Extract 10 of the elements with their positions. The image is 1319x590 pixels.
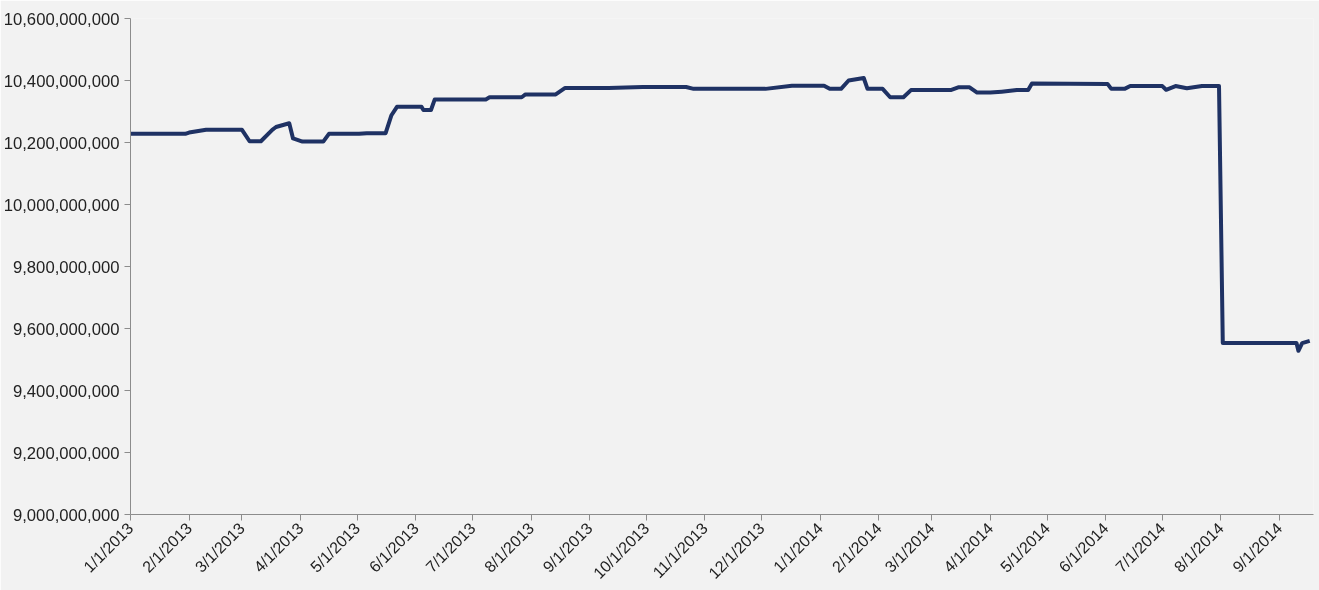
y-tick-label: 10,600,000,000 (3, 9, 120, 29)
y-tick-label: 9,200,000,000 (12, 443, 120, 463)
y-tick-label: 9,800,000,000 (12, 257, 120, 277)
y-tick-label: 10,400,000,000 (3, 71, 120, 91)
y-tick-label: 9,600,000,000 (12, 319, 120, 339)
y-tick-label: 9,000,000,000 (12, 505, 120, 525)
line-series (130, 76, 1312, 353)
y-tick-label: 10,000,000,000 (3, 195, 120, 215)
y-tick-label: 9,400,000,000 (12, 381, 120, 401)
y-tick-label: 10,200,000,000 (3, 133, 120, 153)
